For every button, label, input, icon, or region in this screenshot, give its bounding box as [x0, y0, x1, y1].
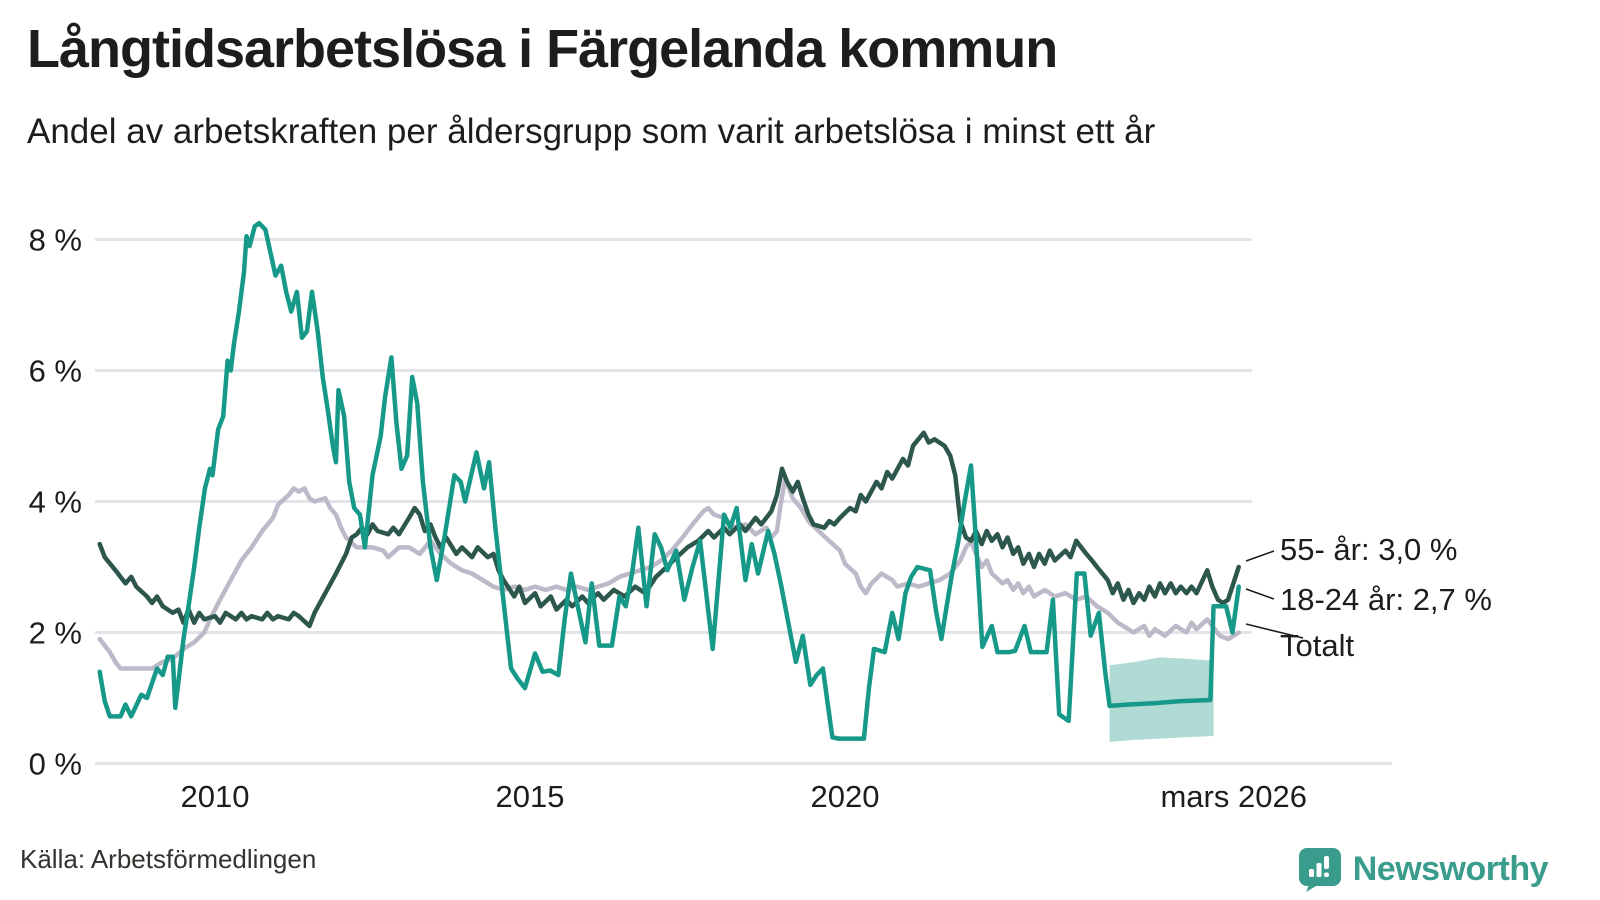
line-chart-canvas: 0 % 2 % 4 % 6 % 8 % 2010 2015 2020 mars 2026 55- … [29, 220, 1492, 814]
page-subtitle: Andel av arbetskraften per åldersgrupp s… [27, 112, 1156, 151]
annotation-connector [1245, 623, 1304, 639]
annotation-connector [1245, 588, 1275, 600]
x-tick-label: mars 2026 [1160, 779, 1306, 814]
y-tick-label: 8 % [29, 223, 82, 258]
x-tick-label: 2020 [811, 779, 880, 814]
uncertainty-band [1109, 657, 1214, 742]
series-line-18-24-r [97, 220, 1241, 741]
series-annotation-55-r: 55- år: 3,0 % [1280, 532, 1457, 567]
annotation-connector [1245, 550, 1275, 562]
series-annotation-totalt: Totalt [1280, 628, 1354, 663]
y-tick-label: 6 % [29, 354, 82, 389]
series-line-55--r [97, 430, 1241, 629]
newsworthy-logo-icon [1297, 846, 1343, 892]
newsworthy-wordmark: Newsworthy [1352, 849, 1549, 888]
y-tick-label: 2 % [29, 616, 82, 651]
series-line-totalt [97, 476, 1241, 671]
x-tick-label: 2015 [496, 779, 565, 814]
source-attribution: Källa: Arbetsförmedlingen [20, 844, 317, 874]
series-annotation-18-24r: 18-24 år: 2,7 % [1280, 582, 1492, 617]
y-tick-label: 4 % [29, 485, 82, 520]
newsworthy-brand[interactable]: Newsworthy [1297, 846, 1549, 892]
y-tick-label: 0 % [29, 747, 82, 782]
x-tick-label: 2010 [181, 779, 250, 814]
page-title: Långtidsarbetslösa i Färgelanda kommun [27, 19, 1058, 79]
